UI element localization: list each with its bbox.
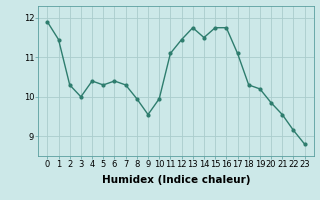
X-axis label: Humidex (Indice chaleur): Humidex (Indice chaleur) bbox=[102, 175, 250, 185]
